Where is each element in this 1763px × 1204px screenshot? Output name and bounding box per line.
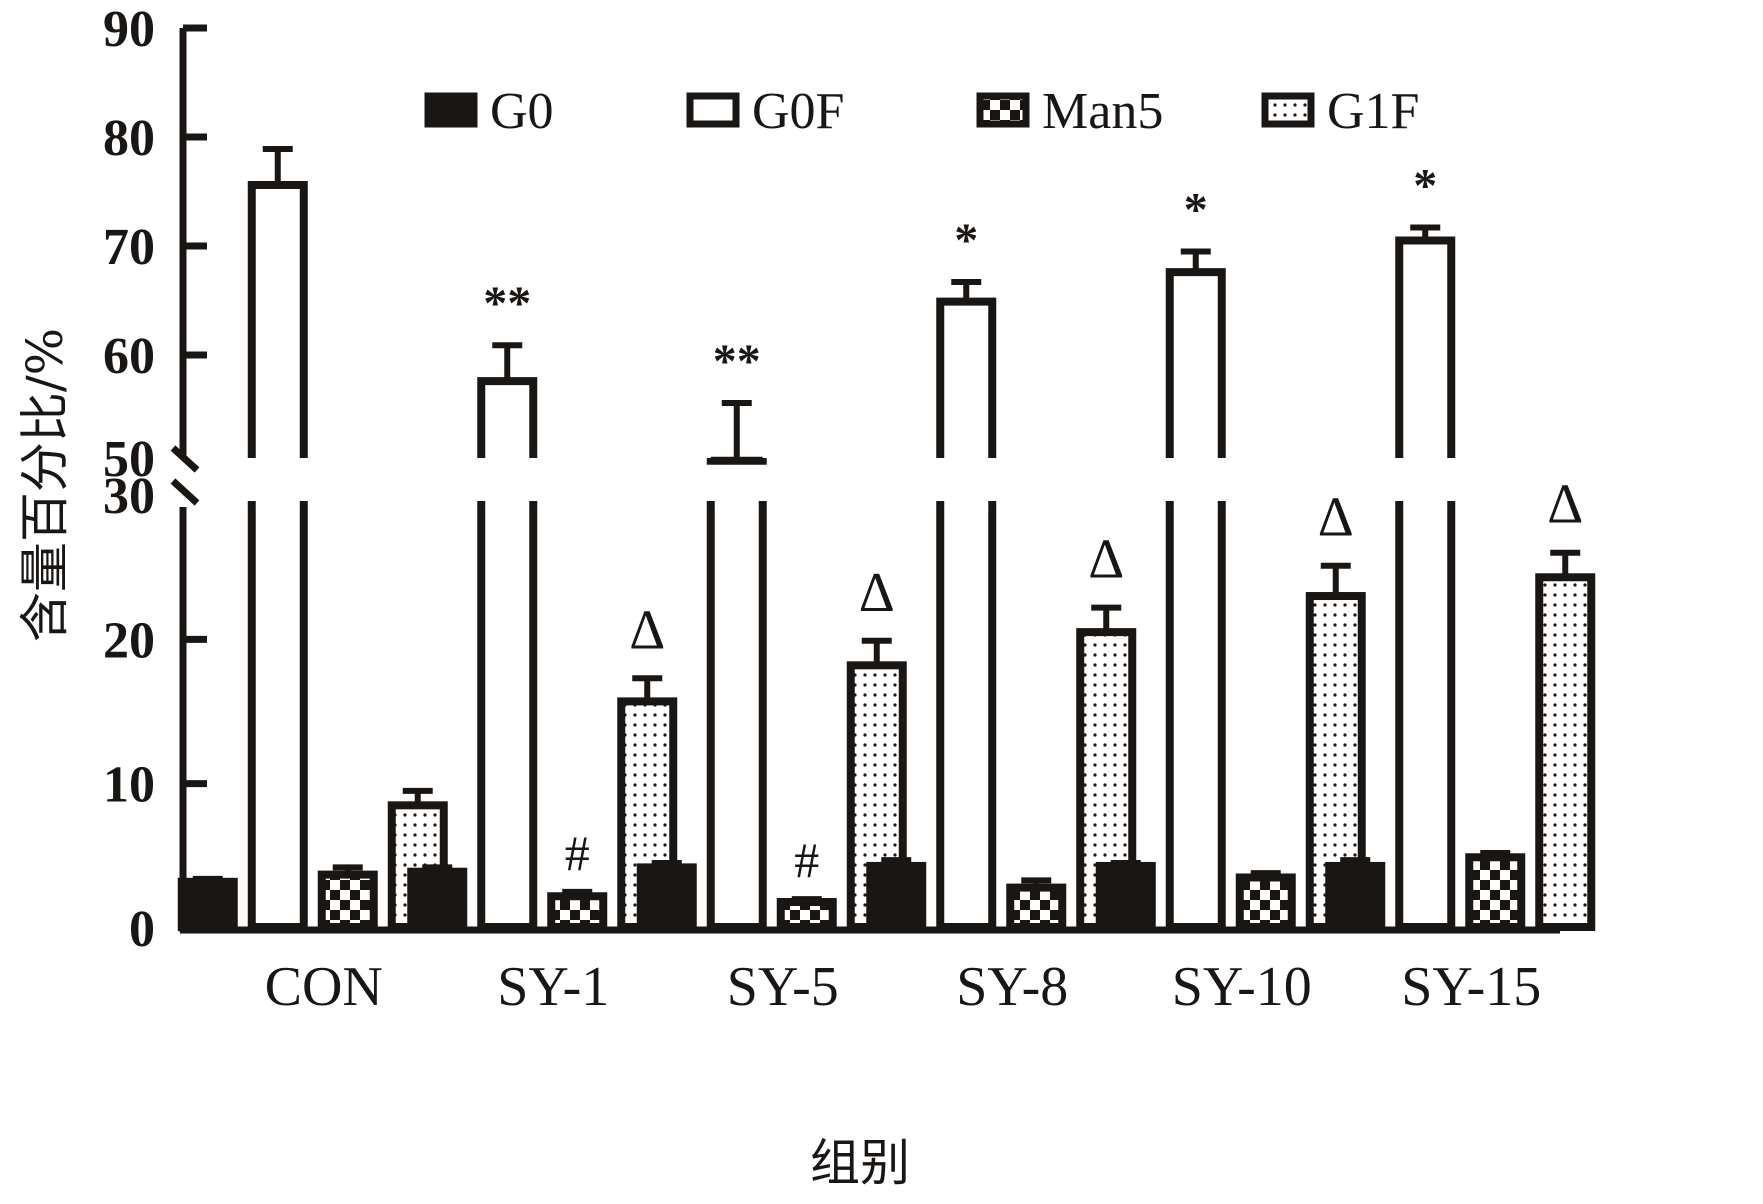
legend-label-g0: G0	[490, 83, 554, 140]
bar-g0f-sy-8-lower	[936, 501, 997, 931]
bars	[177, 180, 1596, 932]
bar-man5-sy-15	[1465, 853, 1526, 932]
y-tick-label: 10	[103, 757, 155, 814]
bar-man5-con	[317, 870, 378, 932]
y-tick-label: 20	[103, 612, 155, 669]
bar-g0f-sy-15-lower	[1395, 501, 1456, 931]
bar-g0-sy-10	[1095, 861, 1156, 931]
legend-swatch-g0f	[686, 92, 740, 128]
break-mask	[944, 500, 989, 510]
x-category-label: SY-1	[497, 956, 609, 1018]
break-mask	[714, 500, 759, 510]
axis-break-mark	[170, 445, 200, 473]
bar-man5-sy-8	[1006, 883, 1067, 932]
significance-marker: *	[1184, 183, 1208, 236]
bar-g0f-sy-10-upper	[1165, 268, 1226, 458]
legend-label-g1f: G1F	[1327, 83, 1419, 140]
error-bars	[192, 145, 1581, 903]
bar-man5-sy-1	[547, 892, 608, 931]
bar-g0f-sy-1-lower	[477, 501, 538, 931]
bar-g0f-con-lower	[247, 501, 308, 931]
bar-g1f-sy-15	[1535, 573, 1596, 932]
legend-swatch-man5	[976, 92, 1030, 128]
legend: G0 G0F Man5 G1F	[424, 83, 1419, 140]
bar-g0-sy-5	[636, 863, 697, 932]
y-tick-label: 50	[103, 431, 155, 488]
bar-man5-sy-10	[1235, 873, 1296, 932]
x-category-label: SY-8	[956, 956, 1068, 1018]
break-mask	[1173, 500, 1218, 510]
x-category-label: CON	[265, 956, 383, 1018]
significance-marker: *	[954, 214, 978, 267]
y-tick-label: 30	[103, 468, 155, 525]
legend-swatch-g1f	[1261, 92, 1315, 128]
bar-g0f-sy-1-upper	[477, 377, 538, 458]
legend-swatch-g0	[424, 92, 478, 128]
y-axis-title: 含量百分比/%	[16, 328, 74, 642]
x-axis-title: 组别	[810, 1134, 910, 1192]
break-mask	[255, 500, 300, 510]
bar-g0f-sy-8-upper	[936, 297, 997, 458]
significance-marker: #	[565, 825, 590, 881]
significance-marker: Δ	[1547, 474, 1583, 536]
y-tick-label: 60	[103, 328, 155, 385]
x-category-label: SY-5	[727, 956, 839, 1018]
legend-label-g0f: G0F	[752, 83, 844, 140]
significance-marker: Δ	[629, 599, 665, 661]
bar-g0-sy-1	[407, 867, 468, 932]
break-mask	[1403, 500, 1448, 510]
break-mask	[485, 500, 530, 510]
significance-marker: Δ	[1088, 529, 1124, 591]
y-tick-label: 0	[129, 901, 155, 958]
significance-marker: **	[713, 335, 761, 388]
x-category-labels: CON SY-1 SY-5 SY-8 SY-10 SY-15	[265, 956, 1542, 1018]
bar-g0f-sy-10-lower	[1165, 501, 1226, 931]
bar-g0-sy-8	[866, 861, 927, 931]
significance-marker: Δ	[859, 562, 895, 624]
axis-break-mark	[170, 478, 200, 506]
bar-g0f-sy-15-upper	[1395, 236, 1456, 458]
significance-marker: Δ	[1318, 487, 1354, 549]
y-tick-label: 70	[103, 219, 155, 276]
significance-marker: **	[483, 277, 531, 330]
x-category-label: SY-15	[1401, 956, 1541, 1018]
bar-g0f-con-upper	[247, 180, 308, 458]
bar-man5-sy-5	[776, 898, 837, 932]
y-tick-label: 90	[103, 1, 155, 58]
x-category-label: SY-10	[1172, 956, 1312, 1018]
bar-g0f-sy-5-lower	[706, 501, 767, 931]
y-tick-label: 80	[103, 110, 155, 167]
legend-label-man5: Man5	[1042, 83, 1163, 140]
bar-g0-sy-15	[1325, 861, 1386, 931]
significance-marker: *	[1413, 159, 1437, 212]
bar-g0-con	[177, 877, 238, 932]
significance-marker: #	[794, 832, 819, 888]
